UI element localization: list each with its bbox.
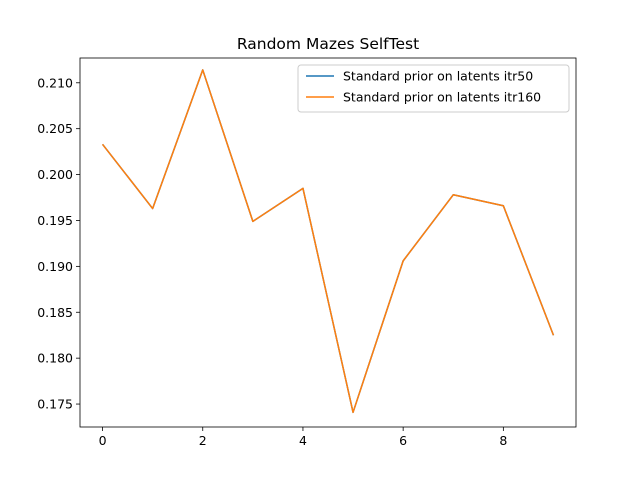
y-tick-label: 0.210 [37,75,73,90]
y-tick-label: 0.205 [37,121,73,136]
y-tick-label: 0.180 [37,351,73,366]
x-tick-label: 8 [499,433,507,448]
series-lines [101,69,555,414]
x-tick-label: 4 [299,433,307,448]
chart-title: Random Mazes SelfTest [237,35,419,53]
y-tick-label: 0.185 [37,305,73,320]
legend: Standard prior on latents itr50 Standard … [297,64,570,113]
legend-box [297,64,570,113]
y-tick-label: 0.175 [37,397,73,412]
axes [79,57,577,428]
x-tick-label: 2 [199,433,207,448]
y-axis-ticks: 0.175 0.180 0.185 0.190 0.195 0.200 0.205 0.210 [37,75,80,412]
x-tick-label: 0 [99,433,107,448]
y-tick-label: 0.195 [37,213,73,228]
y-tick-label: 0.190 [37,259,73,274]
plot-frame [79,57,577,428]
x-axis-ticks: 0 2 4 6 8 [99,427,507,448]
legend-label-1: Standard prior on latents itr50 [343,69,533,84]
series-line-2 [101,69,555,414]
x-tick-label: 6 [399,433,407,448]
y-tick-label: 0.200 [37,167,73,182]
legend-label-2: Standard prior on latents itr160 [343,90,541,105]
